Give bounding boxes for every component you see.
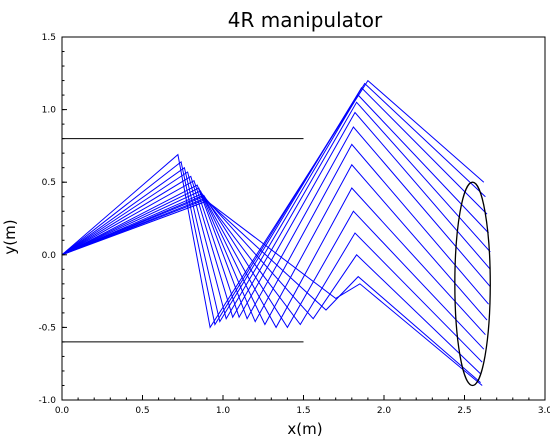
arm-configuration: [61, 94, 489, 320]
chart-title: 4R manipulator: [228, 8, 383, 32]
x-tick-label: 3.0: [538, 406, 550, 416]
y-tick-label: 0.0: [42, 251, 57, 261]
end-effector-path: [454, 181, 491, 387]
x-axis-label: x(m): [287, 420, 322, 438]
y-axis-label: y(m): [1, 219, 19, 254]
plot-area: [61, 79, 491, 387]
x-tick-label: 0.5: [135, 406, 149, 416]
y-tick-label: 1.0: [42, 106, 57, 116]
arm-configuration: [61, 163, 488, 326]
y-axis: -1.0 -0.5 0.0 0.5 1.0 1.5: [38, 33, 67, 406]
x-tick-label: 2.5: [457, 406, 471, 416]
arm-configuration: [61, 79, 485, 329]
arm-configuration: [61, 111, 491, 319]
arm-configuration: [61, 82, 486, 326]
y-tick-label: -1.0: [38, 396, 56, 406]
x-axis: 0.0 0.5 1.0 1.5 2.0 2.5 3.0: [55, 395, 550, 416]
arm-configuration: [61, 199, 481, 383]
arm-configuration: [61, 194, 485, 350]
arm-configuration: [61, 197, 481, 375]
y-tick-label: 0.5: [42, 178, 56, 188]
x-tick-label: 1.0: [216, 406, 231, 416]
arm-configuration: [61, 187, 486, 336]
y-tick-label: 1.5: [42, 33, 56, 43]
arm-configuration: [61, 143, 489, 323]
arm-configuration: [61, 101, 491, 319]
axes-frame: [61, 36, 546, 401]
x-tick-label: 0.0: [55, 406, 70, 416]
x-tick-label: 2.0: [377, 406, 392, 416]
x-tick-label: 1.5: [296, 406, 310, 416]
arm-configuration: [61, 126, 491, 320]
arm-configuration: [61, 86, 488, 323]
arm-configuration: [61, 196, 483, 363]
arm-configuration: [61, 200, 483, 386]
y-tick-label: -0.5: [38, 323, 56, 333]
